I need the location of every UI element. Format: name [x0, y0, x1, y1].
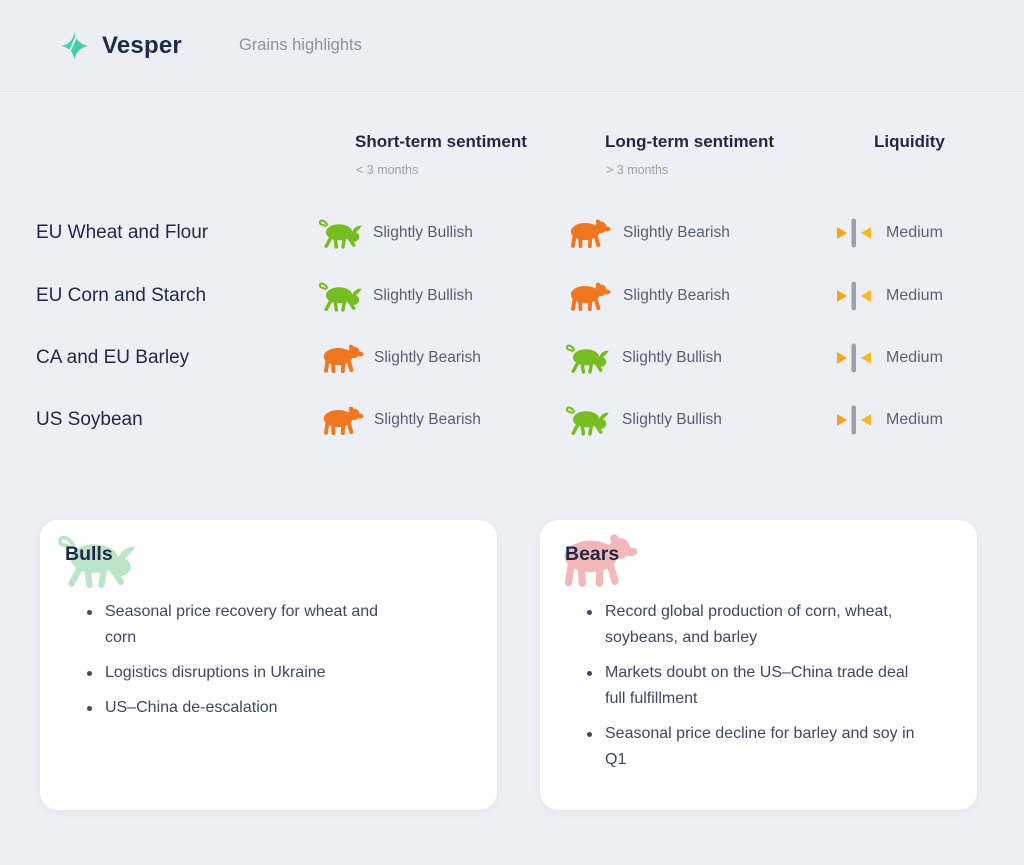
- table-row: EU Corn and Starch Slightly Bullish Slig…: [0, 273, 1024, 319]
- liquidity-label: Medium: [886, 411, 943, 428]
- bulls-card: Bulls Seasonal price recovery for wheat …: [40, 520, 497, 810]
- liquidity-label: Medium: [886, 287, 943, 304]
- bull-icon: [318, 217, 363, 249]
- bulls-card-title: Bulls: [65, 543, 113, 565]
- bear-icon: [318, 405, 364, 435]
- long-term-sentiment-cell: Slightly Bullish: [565, 397, 722, 443]
- bears-card-title: Bears: [565, 543, 620, 565]
- sentiment-label: Slightly Bullish: [622, 411, 722, 428]
- column-header-short-term: Short-term sentiment: [355, 132, 527, 151]
- app-header: Vesper Grains highlights: [0, 0, 1024, 92]
- list-item: Markets doubt on the US–China trade deal…: [540, 660, 977, 712]
- long-term-sentiment-cell: Slightly Bearish: [565, 273, 730, 319]
- commodity-name: EU Wheat and Flour: [36, 222, 209, 243]
- liquidity-medium-icon: [836, 281, 872, 311]
- sentiment-label: Slightly Bullish: [622, 349, 722, 366]
- sentiment-label: Slightly Bearish: [623, 287, 730, 304]
- page-title: Grains highlights: [238, 36, 362, 54]
- bulls-list: Seasonal price recovery for wheat and co…: [40, 599, 497, 730]
- liquidity-cell: Medium: [836, 397, 943, 443]
- liquidity-medium-icon: [836, 343, 872, 373]
- liquidity-cell: Medium: [836, 273, 943, 319]
- column-subheader-long-term: > 3 months: [606, 163, 669, 177]
- list-item: Seasonal price recovery for wheat and co…: [40, 599, 497, 651]
- list-item: US–China de-escalation: [40, 695, 497, 721]
- long-term-sentiment-cell: Slightly Bullish: [565, 335, 722, 381]
- bears-list: Record global production of corn, wheat,…: [540, 599, 977, 782]
- bears-card: Bears Record global production of corn, …: [540, 520, 977, 810]
- table-row: EU Wheat and Flour Slightly Bullish Slig…: [0, 210, 1024, 256]
- commodity-name: CA and EU Barley: [36, 347, 190, 368]
- table-row: CA and EU Barley Slightly Bearish Slight…: [0, 335, 1024, 381]
- bear-icon: [318, 343, 364, 373]
- liquidity-cell: Medium: [836, 335, 943, 381]
- liquidity-label: Medium: [886, 349, 943, 366]
- brand: Vesper: [60, 31, 182, 61]
- list-item: Seasonal price decline for barley and so…: [540, 721, 977, 773]
- table-row: US Soybean Slightly Bearish Slightly Bul…: [0, 397, 1024, 443]
- bull-icon: [318, 280, 363, 312]
- vesper-spark-logo-icon: [60, 31, 89, 61]
- column-subheader-short-term: < 3 months: [356, 163, 419, 177]
- list-item: Logistics disruptions in Ukraine: [40, 660, 497, 686]
- commodity-name: US Soybean: [36, 409, 143, 430]
- sentiment-label: Slightly Bearish: [623, 224, 730, 241]
- brand-name: Vesper: [102, 31, 182, 59]
- bear-icon: [565, 281, 611, 311]
- sentiment-label: Slightly Bullish: [373, 224, 473, 241]
- column-header-long-term: Long-term sentiment: [605, 132, 775, 151]
- bull-icon: [565, 404, 610, 436]
- column-header-liquidity: Liquidity: [874, 132, 945, 151]
- liquidity-medium-icon: [836, 218, 872, 248]
- short-term-sentiment-cell: Slightly Bearish: [318, 335, 481, 381]
- long-term-sentiment-cell: Slightly Bearish: [565, 210, 730, 256]
- list-item: Record global production of corn, wheat,…: [540, 599, 977, 651]
- liquidity-medium-icon: [836, 405, 872, 435]
- sentiment-label: Slightly Bullish: [373, 287, 473, 304]
- sentiment-label: Slightly Bearish: [374, 411, 481, 428]
- liquidity-cell: Medium: [836, 210, 943, 256]
- short-term-sentiment-cell: Slightly Bullish: [318, 210, 473, 256]
- short-term-sentiment-cell: Slightly Bearish: [318, 397, 481, 443]
- bear-icon: [565, 218, 611, 248]
- commodity-name: EU Corn and Starch: [36, 285, 207, 306]
- bull-icon: [565, 342, 610, 374]
- sentiment-label: Slightly Bearish: [374, 349, 481, 366]
- short-term-sentiment-cell: Slightly Bullish: [318, 273, 473, 319]
- liquidity-label: Medium: [886, 224, 943, 241]
